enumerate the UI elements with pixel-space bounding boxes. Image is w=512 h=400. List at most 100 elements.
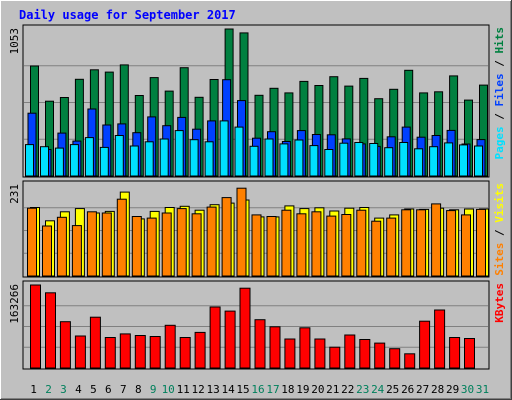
bar-sites-day-11 [176,208,187,277]
y-max-label: 231 [8,184,21,204]
bar-kbytes-day-18 [284,338,296,369]
x-tick-label-28: 28 [431,383,444,396]
bar-kbytes-day-27 [419,320,431,369]
bar-sites-day-15 [236,187,247,277]
bar-kbytes-day-4 [74,335,86,369]
x-tick-label-3: 3 [60,383,67,396]
bar-pages-day-6 [99,146,109,177]
bar-sites-day-25 [386,217,397,277]
bar-pages-day-31 [474,145,483,177]
x-tick-label-14: 14 [221,383,235,396]
x-tick-label-22: 22 [341,383,354,396]
x-tick-label-4: 4 [75,383,82,396]
bar-kbytes-day-3 [59,321,71,369]
x-tick-label-1: 1 [30,383,37,396]
bar-kbytes-day-16 [254,319,266,369]
bar-pages-day-7 [114,135,124,177]
bar-kbytes-day-29 [449,337,461,369]
bar-pages-day-20 [309,145,319,177]
bar-pages-day-14 [219,120,229,177]
x-tick-label-17: 17 [266,383,279,396]
bar-sites-day-13 [206,206,217,277]
bar-sites-day-27 [416,209,427,277]
bar-pages-day-1 [25,144,34,177]
x-tick-label-29: 29 [446,383,459,396]
bar-pages-day-21 [324,149,334,177]
bar-kbytes-day-11 [179,337,191,369]
x-tick-label-6: 6 [105,383,112,396]
bar-kbytes-day-19 [299,327,311,369]
bar-kbytes-day-24 [374,342,386,369]
x-tick-label-21: 21 [326,383,339,396]
bar-pages-day-10 [159,138,169,177]
bar-kbytes-day-23 [359,339,371,369]
bar-sites-day-12 [191,213,202,277]
bar-sites-day-9 [146,217,157,277]
bar-sites-day-24 [371,220,382,277]
x-tick-label-7: 7 [120,383,127,396]
bar-pages-day-22 [339,142,349,177]
bar-kbytes-day-14 [224,310,236,369]
x-axis-labels: 1 2 3 4 5 6 7 8 9 10 11 12 13 14 15 16 17 18 19 20 21 22 23 24 2… [30,383,489,396]
x-tick-label-24: 24 [371,383,385,396]
bar-pages-day-9 [144,141,154,177]
bar-kbytes-day-2 [45,292,56,369]
x-tick-label-9: 9 [150,383,157,396]
bar-pages-day-26 [399,142,409,177]
series-kbytes [30,284,475,369]
bar-kbytes-day-12 [194,331,206,369]
x-tick-label-18: 18 [281,383,294,396]
bar-sites-day-18 [281,209,292,277]
bar-pages-day-5 [84,137,94,177]
bar-kbytes-day-30 [464,338,475,369]
bar-sites-day-7 [116,198,127,277]
axis-label-kbytes: KBytes [493,283,506,323]
bar-kbytes-day-7 [119,333,131,369]
x-tick-label-10: 10 [162,383,175,396]
bar-kbytes-day-25 [389,348,401,369]
x-tick-label-27: 27 [416,383,429,396]
panel-kbytes: 163266 KBytes [8,280,506,370]
x-tick-label-30: 30 [461,383,474,396]
series-sites [27,187,486,277]
x-tick-label-16: 16 [251,383,264,396]
x-tick-label-25: 25 [386,383,399,396]
bar-pages-day-27 [414,148,424,177]
bar-sites-day-10 [161,212,172,277]
bar-pages-day-25 [384,147,394,177]
bar-sites-day-16 [251,214,262,277]
bar-sites-day-2 [42,225,52,277]
x-tick-label-13: 13 [206,383,219,396]
bar-pages-day-17 [264,138,274,177]
bar-pages-day-13 [204,141,214,177]
x-tick-label-11: 11 [177,383,190,396]
bar-sites-day-14 [221,197,232,277]
panel-hits-files-pages: 1053 Pages / Files / Hits [8,24,506,178]
bar-kbytes-day-1 [30,284,41,369]
x-tick-label-15: 15 [236,383,249,396]
bar-sites-day-19 [296,213,307,277]
x-tick-label-26: 26 [401,383,414,396]
axis-label-visits-sites: Sites / Visits [493,183,506,276]
x-tick-label-19: 19 [296,383,309,396]
bar-pages-day-8 [129,145,139,177]
bar-sites-day-17 [266,216,277,277]
y-max-label: 1053 [8,28,21,55]
bar-sites-day-28 [431,203,442,277]
bar-sites-day-31 [476,208,486,277]
bar-sites-day-29 [446,210,457,277]
bar-pages-day-29 [444,142,454,177]
x-tick-label-8: 8 [135,383,142,396]
bar-kbytes-day-20 [314,338,326,369]
axis-label-hits-files-pages: Pages / Files / Hits [493,27,506,160]
series-pages [25,120,483,177]
bar-kbytes-day-26 [404,353,416,369]
bar-pages-day-19 [294,139,304,177]
x-tick-label-23: 23 [356,383,369,396]
x-tick-label-31: 31 [476,383,489,396]
panel-visits-sites: 231 Sites / Visits [8,180,506,278]
bar-sites-day-30 [461,214,471,277]
bar-pages-day-3 [54,147,64,177]
bar-kbytes-day-21 [329,346,341,369]
